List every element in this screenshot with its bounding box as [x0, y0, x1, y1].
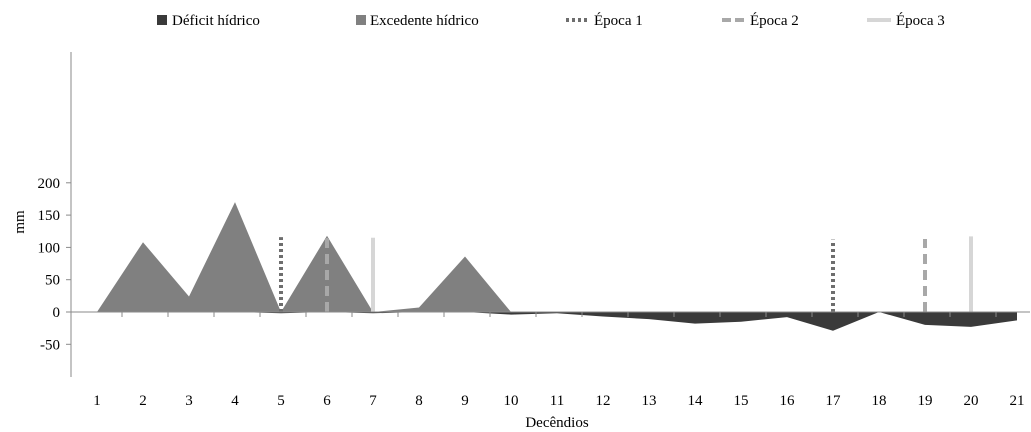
x-tick-label: 21: [1010, 393, 1025, 409]
x-tick-label: 1: [93, 393, 101, 409]
y-axis-title: mm: [12, 210, 28, 234]
y-tick-label: 150: [38, 208, 61, 224]
x-tick-label: 12: [596, 393, 611, 409]
legend-label-1: Déficit hídrico: [172, 13, 260, 29]
legend-swatch-1: [157, 15, 167, 25]
plot-areas: [97, 202, 1017, 331]
y-tick-label: 0: [53, 305, 61, 321]
x-tick-label: 6: [323, 393, 331, 409]
y-tick-label: 50: [45, 273, 60, 289]
x-tick-label: 11: [550, 393, 564, 409]
x-tick-label: 13: [642, 393, 657, 409]
legend: Déficit hídrico Excedente hídrico Época 1 É…: [157, 12, 945, 29]
x-tick-label: 3: [185, 393, 193, 409]
area-series-excedente: [97, 202, 1017, 312]
legend-label-5: Época 3: [896, 12, 945, 29]
x-tick-label: 19: [918, 393, 933, 409]
x-tick-label: 7: [369, 393, 377, 409]
x-tick-label: 10: [504, 393, 519, 409]
legend-label-3: Época 1: [594, 12, 643, 29]
x-tick-label: 9: [461, 393, 469, 409]
legend-label-4: Época 2: [750, 12, 799, 29]
x-tick-label: 5: [277, 393, 285, 409]
y-tick-label: 100: [38, 240, 61, 256]
x-axis-title: Decêndios: [525, 415, 588, 431]
x-tick-label: 4: [231, 393, 239, 409]
x-tick-label: 15: [734, 393, 749, 409]
x-tick-label: 8: [415, 393, 423, 409]
legend-swatch-2: [356, 15, 366, 25]
area-series-deficit: [97, 312, 1017, 331]
y-tick-label: -50: [40, 337, 60, 353]
legend-label-2: Excedente hídrico: [370, 13, 479, 29]
plot-lines: [279, 235, 973, 312]
x-tick-label: 20: [964, 393, 979, 409]
x-tick-label: 18: [872, 393, 887, 409]
x-tick-label: 17: [826, 393, 842, 409]
x-tick-label: 2: [139, 393, 147, 409]
x-tick-label: 16: [780, 393, 796, 409]
y-tick-label: 200: [38, 176, 61, 192]
x-tick-label: 14: [688, 393, 704, 409]
